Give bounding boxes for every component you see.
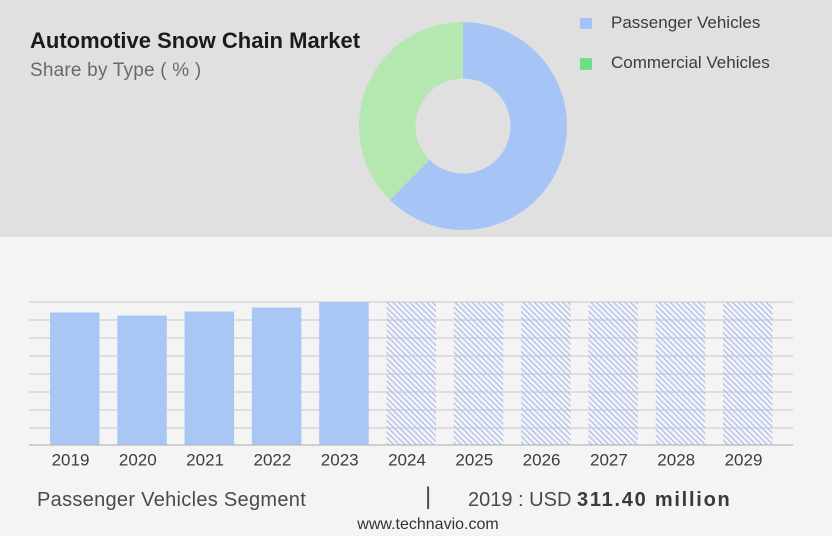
svg-text:2027: 2027: [590, 451, 628, 470]
svg-text:2026: 2026: [523, 451, 561, 470]
svg-text:2024: 2024: [388, 451, 426, 470]
svg-text:2021: 2021: [186, 451, 224, 470]
svg-text:2022: 2022: [253, 451, 291, 470]
svg-text:2023: 2023: [321, 451, 359, 470]
svg-text:2029: 2029: [725, 451, 763, 470]
svg-text:2028: 2028: [657, 451, 695, 470]
svg-text:2019: 2019: [52, 451, 90, 470]
svg-text:2025: 2025: [455, 451, 493, 470]
svg-text:2020: 2020: [119, 451, 157, 470]
